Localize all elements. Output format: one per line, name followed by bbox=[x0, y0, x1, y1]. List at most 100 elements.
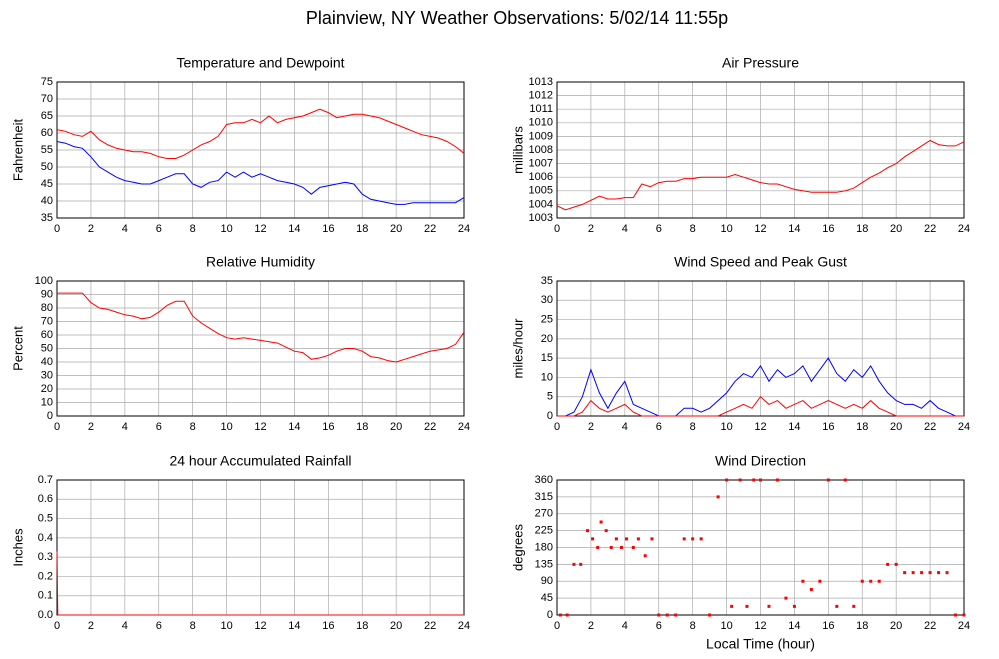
y-tick-label: 1011 bbox=[529, 103, 553, 115]
x-tick-label: 8 bbox=[690, 421, 696, 433]
x-tick-label: 24 bbox=[958, 223, 970, 235]
y-tick-label: 225 bbox=[535, 525, 553, 537]
x-tick-label: 2 bbox=[588, 421, 594, 433]
plot-frame bbox=[56, 81, 465, 219]
data-point bbox=[636, 537, 640, 541]
y-axis-label: Inches bbox=[10, 528, 25, 567]
y-tick-label: 60 bbox=[41, 127, 53, 139]
data-point bbox=[625, 537, 629, 541]
x-tick-label: 20 bbox=[390, 620, 402, 632]
data-point bbox=[954, 613, 958, 617]
data-point bbox=[682, 537, 686, 541]
x-tick-label: 2 bbox=[88, 620, 94, 632]
y-axis-label: Percent bbox=[10, 326, 25, 371]
y-tick-label: 90 bbox=[541, 575, 553, 587]
data-line bbox=[557, 395, 964, 417]
y-tick-label: 1003 bbox=[529, 212, 553, 224]
x-tick-label: 4 bbox=[622, 620, 628, 632]
data-point bbox=[818, 579, 822, 583]
data-point bbox=[886, 562, 890, 566]
x-tick-label: 6 bbox=[656, 620, 662, 632]
data-point bbox=[920, 571, 924, 575]
x-tick-label: 20 bbox=[890, 620, 902, 632]
data-point bbox=[903, 571, 907, 575]
data-point bbox=[619, 546, 623, 549]
y-tick-label: 65 bbox=[41, 110, 53, 122]
data-point bbox=[565, 613, 569, 617]
data-point bbox=[604, 529, 608, 533]
data-point bbox=[643, 554, 647, 558]
y-tick-label: 100 bbox=[35, 275, 53, 287]
plot-frame bbox=[556, 81, 965, 219]
data-point bbox=[609, 546, 613, 549]
x-tick-label: 8 bbox=[190, 620, 196, 632]
x-tick-label: 20 bbox=[890, 421, 902, 433]
x-tick-label: 8 bbox=[190, 223, 196, 235]
x-tick-label: 16 bbox=[322, 223, 334, 235]
data-point bbox=[691, 537, 695, 541]
y-tick-label: 50 bbox=[41, 342, 53, 354]
x-tick-label: 10 bbox=[720, 223, 732, 235]
y-tick-label: 1006 bbox=[529, 171, 553, 183]
panel-title: 24 hour Accumulated Rainfall bbox=[169, 453, 351, 469]
x-tick-label: 20 bbox=[390, 223, 402, 235]
x-tick-label: 18 bbox=[856, 223, 868, 235]
x-tick-label: 0 bbox=[54, 223, 60, 235]
y-tick-label: 0 bbox=[47, 410, 53, 422]
x-tick-label: 8 bbox=[190, 421, 196, 433]
x-tick-label: 0 bbox=[554, 620, 560, 632]
x-tick-label: 12 bbox=[254, 223, 266, 235]
x-tick-label: 12 bbox=[754, 620, 766, 632]
y-tick-label: 1004 bbox=[529, 198, 553, 210]
data-point bbox=[572, 562, 576, 566]
y-tick-label: 5 bbox=[547, 391, 553, 403]
data-point bbox=[945, 571, 949, 575]
x-tick-label: 10 bbox=[220, 620, 232, 632]
x-tick-label: 20 bbox=[390, 421, 402, 433]
y-tick-label: 1008 bbox=[529, 144, 553, 156]
y-tick-label: 1012 bbox=[529, 90, 553, 102]
y-tick-label: 0 bbox=[547, 410, 553, 422]
x-tick-label: 16 bbox=[822, 223, 834, 235]
y-tick-label: 20 bbox=[541, 333, 553, 345]
data-point bbox=[759, 478, 762, 482]
data-point bbox=[801, 579, 805, 583]
y-tick-label: 0.6 bbox=[38, 493, 53, 505]
y-tick-label: 315 bbox=[535, 491, 553, 503]
x-tick-label: 18 bbox=[356, 421, 368, 433]
x-tick-label: 4 bbox=[122, 421, 128, 433]
y-tick-label: 25 bbox=[541, 313, 553, 325]
x-tick-label: 2 bbox=[88, 421, 94, 433]
x-tick-label: 0 bbox=[554, 421, 560, 433]
x-tick-label: 18 bbox=[856, 421, 868, 433]
panel-title: Relative Humidity bbox=[206, 254, 315, 270]
data-line bbox=[557, 357, 964, 417]
x-tick-label: 24 bbox=[958, 421, 970, 433]
data-point bbox=[716, 495, 720, 499]
y-axis-label: miles/hour bbox=[510, 318, 525, 379]
x-tick-label: 14 bbox=[288, 223, 300, 235]
y-tick-label: 0 bbox=[547, 609, 553, 621]
plot-frame bbox=[56, 280, 465, 417]
x-tick-label: 12 bbox=[254, 421, 266, 433]
data-point bbox=[631, 546, 635, 549]
data-point bbox=[725, 478, 729, 482]
data-point bbox=[937, 571, 941, 575]
data-point bbox=[738, 478, 742, 482]
y-tick-label: 360 bbox=[535, 474, 553, 486]
y-tick-label: 55 bbox=[41, 144, 53, 156]
y-tick-label: 40 bbox=[41, 356, 53, 368]
y-tick-label: 0.3 bbox=[38, 551, 53, 563]
data-point bbox=[699, 537, 703, 541]
x-tick-label: 12 bbox=[754, 421, 766, 433]
y-tick-label: 45 bbox=[41, 178, 53, 190]
data-point bbox=[792, 604, 796, 608]
x-tick-label: 18 bbox=[356, 223, 368, 235]
data-point bbox=[586, 529, 590, 533]
x-tick-label: 6 bbox=[656, 421, 662, 433]
data-point bbox=[752, 478, 756, 482]
y-tick-label: 1013 bbox=[529, 76, 553, 88]
y-tick-label: 60 bbox=[41, 329, 53, 341]
x-tick-label: 16 bbox=[822, 421, 834, 433]
